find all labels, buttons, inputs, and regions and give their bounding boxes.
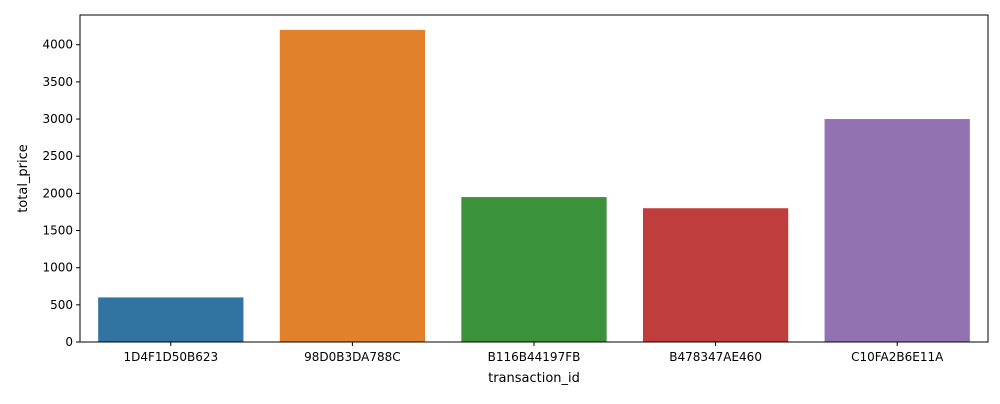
bar-B478347AE460 <box>642 208 789 342</box>
y-tick-label: 500 <box>50 298 73 312</box>
y-tick-label: 1000 <box>42 261 73 275</box>
bar-98D0B3DA788C <box>279 29 426 342</box>
y-tick-label: 2000 <box>42 186 73 200</box>
y-axis-label: total_price <box>16 144 31 213</box>
y-axis: 0 500 1000 1500 2000 2500 3000 3500 4000 <box>42 38 80 349</box>
y-tick-label: 2500 <box>42 149 73 163</box>
y-tick-label: 3500 <box>42 75 73 89</box>
bar-B116B44197FB <box>461 197 607 342</box>
y-tick-label: 0 <box>65 335 73 349</box>
y-tick-label: 4000 <box>42 38 73 52</box>
x-axis: 1D4F1D50B623 98D0B3DA788C B116B44197FB B478… <box>123 342 944 364</box>
x-tick-label: C10FA2B6E11A <box>851 350 944 364</box>
x-tick-label: B478347AE460 <box>669 350 762 364</box>
bars-group <box>98 29 970 342</box>
y-tick-label: 3000 <box>42 112 73 126</box>
y-tick-label: 1500 <box>42 224 73 238</box>
bar-1D4F1D50B623 <box>98 297 244 342</box>
x-tick-label: 1D4F1D50B623 <box>123 350 218 364</box>
x-axis-label: transaction_id <box>488 371 580 386</box>
bar-C10FA2B6E11A <box>824 119 970 342</box>
x-tick-label: B116B44197FB <box>488 350 581 364</box>
x-tick-label: 98D0B3DA788C <box>304 350 401 364</box>
